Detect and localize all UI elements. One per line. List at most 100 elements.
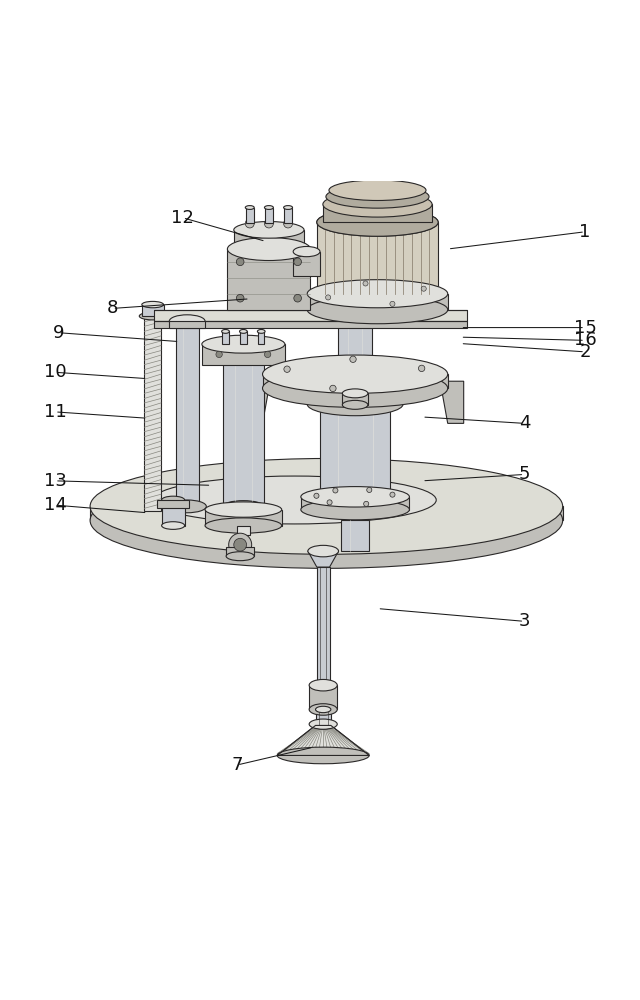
Polygon shape — [154, 321, 467, 328]
Text: 14: 14 — [44, 496, 67, 514]
Ellipse shape — [315, 722, 332, 729]
Ellipse shape — [329, 180, 426, 200]
Bar — [223, 360, 264, 506]
Ellipse shape — [245, 206, 254, 209]
Ellipse shape — [205, 518, 282, 533]
Text: 5: 5 — [518, 465, 530, 483]
Ellipse shape — [317, 208, 438, 236]
Bar — [226, 547, 254, 556]
Ellipse shape — [221, 329, 229, 333]
Circle shape — [333, 488, 338, 493]
Bar — [323, 204, 432, 222]
Bar — [237, 526, 250, 535]
Bar — [317, 222, 438, 294]
Circle shape — [364, 501, 369, 506]
Ellipse shape — [142, 301, 164, 308]
Circle shape — [284, 366, 291, 372]
Bar — [234, 230, 304, 249]
Circle shape — [228, 533, 252, 556]
Ellipse shape — [317, 208, 438, 236]
Bar — [265, 208, 273, 223]
Text: 2: 2 — [579, 343, 591, 361]
Ellipse shape — [162, 496, 184, 504]
Ellipse shape — [262, 355, 448, 393]
Circle shape — [390, 492, 395, 497]
Bar — [317, 567, 330, 685]
Circle shape — [330, 385, 336, 392]
Polygon shape — [308, 551, 339, 567]
Bar — [309, 685, 337, 709]
Bar — [293, 252, 320, 276]
Text: 8: 8 — [107, 299, 118, 317]
Ellipse shape — [326, 185, 429, 208]
Circle shape — [245, 219, 254, 228]
Text: 15: 15 — [573, 319, 596, 337]
Circle shape — [314, 493, 319, 498]
Polygon shape — [90, 506, 563, 520]
Ellipse shape — [257, 329, 265, 333]
Bar — [342, 393, 368, 405]
Circle shape — [350, 356, 356, 362]
Ellipse shape — [264, 206, 273, 209]
Circle shape — [234, 538, 246, 551]
Bar — [341, 520, 369, 551]
Ellipse shape — [342, 400, 368, 409]
Ellipse shape — [262, 369, 448, 407]
Text: 10: 10 — [44, 363, 67, 381]
Circle shape — [363, 281, 368, 286]
Text: 3: 3 — [518, 612, 530, 630]
Bar — [142, 305, 164, 316]
Bar — [338, 308, 372, 391]
Ellipse shape — [308, 545, 339, 557]
Circle shape — [326, 295, 331, 300]
Ellipse shape — [301, 499, 410, 520]
Circle shape — [294, 258, 301, 266]
Ellipse shape — [284, 206, 292, 209]
Polygon shape — [250, 381, 269, 423]
Ellipse shape — [90, 458, 563, 554]
Bar — [316, 709, 331, 725]
Circle shape — [421, 286, 426, 291]
Text: 16: 16 — [573, 331, 596, 349]
Ellipse shape — [307, 377, 403, 400]
Ellipse shape — [307, 393, 403, 416]
Ellipse shape — [336, 303, 374, 316]
Ellipse shape — [293, 246, 320, 257]
Ellipse shape — [277, 747, 369, 764]
Bar — [202, 344, 285, 365]
Bar — [262, 374, 448, 388]
Ellipse shape — [239, 329, 247, 333]
Circle shape — [367, 487, 372, 493]
Bar — [205, 510, 282, 526]
Bar — [154, 310, 467, 321]
Circle shape — [264, 351, 271, 358]
Ellipse shape — [309, 704, 337, 715]
Ellipse shape — [342, 389, 368, 398]
Bar — [145, 316, 161, 511]
Circle shape — [327, 500, 332, 505]
Ellipse shape — [301, 487, 410, 507]
Bar — [320, 404, 390, 500]
Text: 7: 7 — [231, 756, 243, 774]
Bar — [240, 331, 246, 344]
Circle shape — [236, 294, 244, 302]
Bar — [284, 208, 292, 223]
Ellipse shape — [223, 501, 264, 512]
Text: 13: 13 — [44, 472, 67, 490]
Bar — [307, 294, 448, 310]
Bar — [162, 500, 184, 526]
Circle shape — [216, 351, 222, 358]
Ellipse shape — [309, 679, 337, 691]
Circle shape — [284, 219, 292, 228]
Ellipse shape — [168, 500, 206, 513]
Circle shape — [236, 258, 244, 266]
Ellipse shape — [140, 312, 166, 320]
Ellipse shape — [170, 315, 205, 328]
Ellipse shape — [90, 473, 563, 568]
Text: 9: 9 — [52, 324, 64, 342]
Ellipse shape — [153, 476, 436, 524]
Bar — [222, 331, 228, 344]
Ellipse shape — [316, 706, 331, 713]
Bar — [170, 321, 205, 328]
Ellipse shape — [309, 719, 337, 729]
